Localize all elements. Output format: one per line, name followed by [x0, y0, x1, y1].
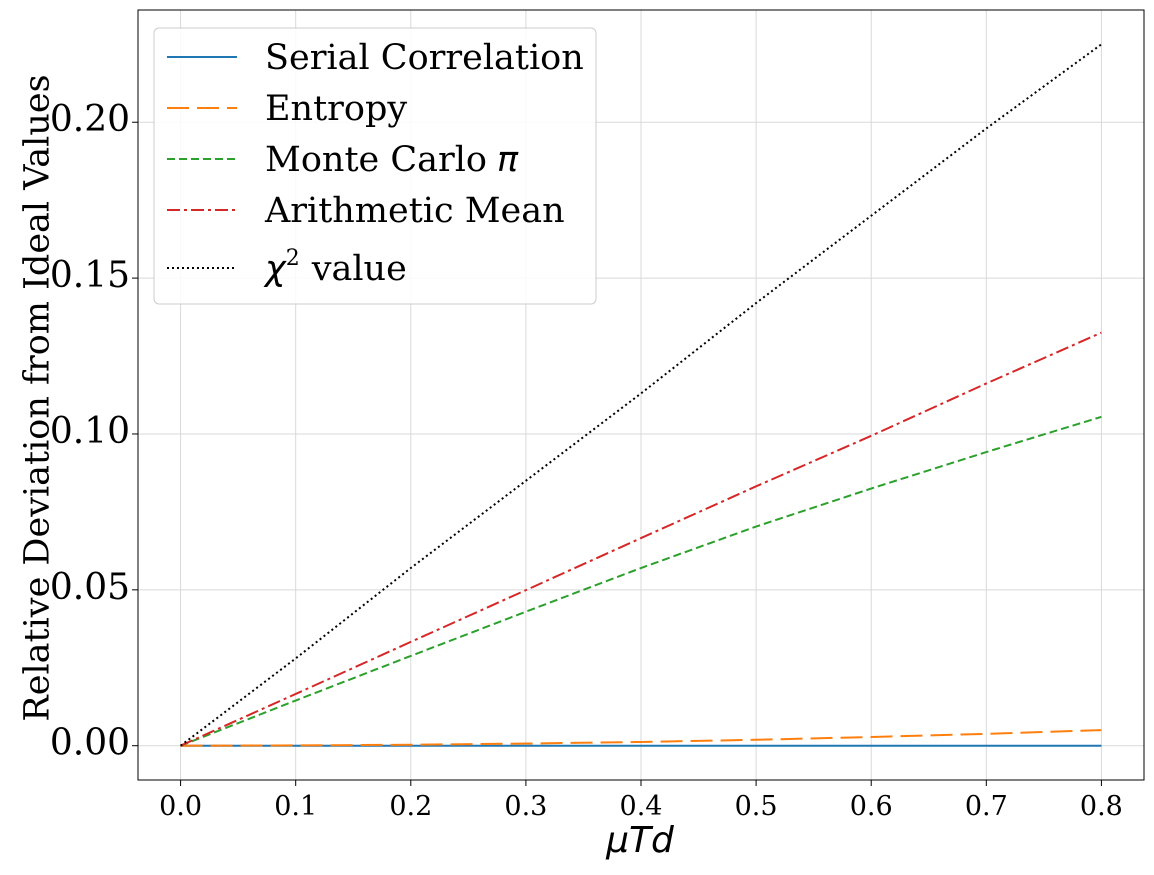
axis-ticks: 0.0 0.1 0.2 0.3 0.4 0.5 0.6 0.7 0.8 0.00 0.05 0.10 0…: [50, 99, 1123, 822]
y-tick-label: 0.20: [50, 99, 130, 140]
series-line-entropy: [180, 729, 1102, 747]
legend-chi-suffix: value: [311, 249, 407, 289]
legend-label-arithmetic-mean: Arithmetic Mean: [264, 191, 565, 231]
legend-monte-carlo-text: Monte Carlo: [265, 140, 487, 180]
legend-label-monte-carlo-pi: Monte Carlo π: [265, 140, 519, 180]
series-line-value: [179, 43, 1103, 747]
x-tick-label: 0.1: [274, 791, 317, 822]
y-tick-label: 0.15: [50, 255, 130, 296]
legend-label-serial-correlation: Serial Correlation: [265, 38, 584, 78]
legend-box: [153, 27, 597, 305]
x-axis-label: μTd: [605, 820, 675, 861]
series-lines: [179, 43, 1103, 747]
x-tick-label: 0.0: [159, 791, 202, 822]
x-tick-label: 0.3: [504, 791, 547, 822]
x-tick-label: 0.8: [1080, 791, 1123, 822]
legend-chi-exponent: 2: [286, 246, 300, 271]
y-tick-label: 0.10: [50, 411, 130, 452]
legend-chi-symbol: χ: [263, 249, 287, 289]
series-line-monte-carlo: [180, 415, 1102, 747]
legend: Serial Correlation Entropy Monte Carlo π …: [153, 27, 597, 305]
x-tick-label: 0.7: [965, 791, 1008, 822]
legend-label-chi-squared: χ2 value: [263, 246, 407, 289]
series-line-arithmetic-mean: [180, 331, 1102, 747]
y-tick-label: 0.00: [50, 723, 130, 764]
x-tick-label: 0.2: [389, 791, 432, 822]
legend-pi-symbol: π: [497, 140, 519, 180]
y-tick-label: 0.05: [50, 567, 130, 608]
x-tick-label: 0.6: [850, 791, 893, 822]
legend-label-entropy: Entropy: [265, 89, 407, 129]
y-axis-label: Relative Deviation from Ideal Values: [18, 74, 58, 721]
x-tick-label: 0.4: [620, 791, 663, 822]
x-tick-label: 0.5: [735, 791, 778, 822]
